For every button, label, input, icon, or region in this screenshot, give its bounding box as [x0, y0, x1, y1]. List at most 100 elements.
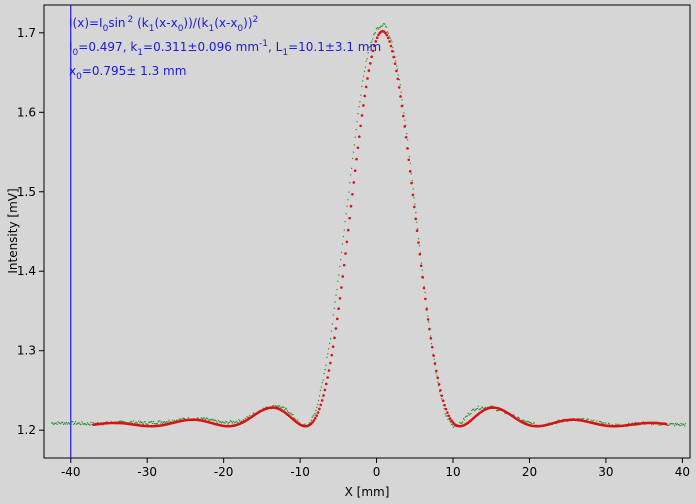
measured-point	[384, 23, 386, 25]
fit-point	[410, 181, 413, 185]
measured-point	[218, 421, 221, 423]
measured-point	[123, 421, 125, 423]
measured-point	[163, 421, 166, 423]
measured-point	[278, 405, 280, 407]
measured-point	[79, 423, 81, 425]
measured-point	[62, 423, 65, 425]
measured-point	[475, 408, 477, 410]
measured-point	[82, 423, 84, 425]
measured-point	[505, 412, 507, 415]
measured-point	[582, 418, 584, 420]
measured-point	[214, 420, 216, 422]
measured-point	[443, 408, 445, 410]
measured-point	[71, 421, 73, 423]
fit-point	[397, 86, 401, 89]
measured-point	[642, 421, 644, 423]
measured-point	[377, 28, 379, 30]
measured-point	[478, 408, 480, 410]
fit-point	[311, 420, 314, 424]
measured-point	[351, 167, 353, 169]
measured-point	[182, 417, 184, 419]
measured-point	[232, 420, 234, 422]
measured-point	[436, 375, 438, 377]
fit-formula: I(x)=I0sin 2 (k1(x-x0))/(k1(x-x0))2	[69, 15, 258, 34]
measured-point	[219, 421, 222, 423]
measured-point	[337, 280, 339, 282]
measured-point	[286, 410, 289, 412]
measured-point	[318, 399, 320, 402]
measured-point	[637, 424, 639, 426]
measured-point	[517, 416, 519, 419]
fit-point	[393, 62, 397, 66]
measured-point	[274, 405, 277, 407]
measured-point	[372, 38, 374, 40]
measured-point	[121, 420, 123, 422]
measured-point	[285, 408, 288, 410]
measured-point	[446, 415, 448, 417]
measured-point	[236, 421, 238, 423]
measured-point	[330, 330, 333, 332]
measured-point	[204, 417, 206, 420]
measured-point	[304, 423, 306, 425]
measured-point	[679, 425, 681, 427]
measured-point	[347, 199, 349, 201]
measured-point	[484, 407, 486, 409]
measured-point	[608, 423, 611, 425]
measured-point	[106, 421, 108, 423]
measured-point	[683, 423, 685, 426]
measured-point	[63, 422, 66, 424]
measured-point	[586, 418, 589, 420]
measured-point	[413, 197, 415, 199]
fit-point	[327, 369, 331, 372]
measured-point	[628, 422, 630, 424]
fit-point	[432, 354, 435, 357]
measured-point	[367, 52, 369, 54]
measured-point	[277, 406, 279, 408]
x-tick-label: -30	[137, 465, 157, 479]
fit-point	[316, 411, 320, 414]
measured-point	[142, 423, 144, 425]
measured-point	[213, 418, 215, 421]
fit-parameters: I0=0.497, k1=0.311±0.096 mm-1, L1=10.1±3…	[69, 39, 381, 58]
fit-point	[444, 407, 448, 411]
measured-point	[293, 417, 295, 419]
fit-point	[322, 394, 325, 397]
measured-point	[51, 422, 54, 424]
fit-point	[448, 417, 452, 420]
measured-point	[607, 422, 610, 424]
measured-point	[382, 24, 384, 26]
measured-point	[562, 421, 564, 423]
measured-point	[359, 101, 361, 103]
x-tick-label: 10	[445, 465, 460, 479]
measured-point	[134, 422, 136, 424]
measured-point	[368, 46, 370, 48]
measured-point	[73, 423, 75, 425]
measured-point	[460, 422, 462, 424]
fit-point	[384, 31, 387, 35]
measured-point	[178, 418, 180, 420]
measured-point	[390, 39, 392, 41]
measured-point	[362, 75, 365, 77]
measured-point	[291, 414, 293, 416]
fit-point	[429, 337, 433, 340]
fit-point	[371, 49, 375, 53]
measured-point	[504, 412, 506, 414]
measured-point	[287, 411, 289, 413]
measured-point	[284, 407, 287, 409]
measured-point	[379, 26, 381, 29]
measured-point	[96, 422, 99, 424]
measured-point	[183, 417, 185, 420]
fit-point	[352, 181, 356, 184]
measured-point	[129, 422, 131, 424]
measured-point	[252, 412, 255, 414]
measured-point	[345, 213, 347, 215]
measured-point	[667, 424, 669, 427]
measured-point	[479, 408, 481, 410]
measured-point	[67, 422, 69, 424]
y-axis-label: Intensity [mV]	[6, 188, 20, 273]
measured-point	[334, 301, 336, 303]
measured-point	[357, 113, 359, 115]
measured-point	[684, 425, 686, 427]
measured-point	[517, 416, 520, 419]
measured-point	[668, 424, 670, 426]
